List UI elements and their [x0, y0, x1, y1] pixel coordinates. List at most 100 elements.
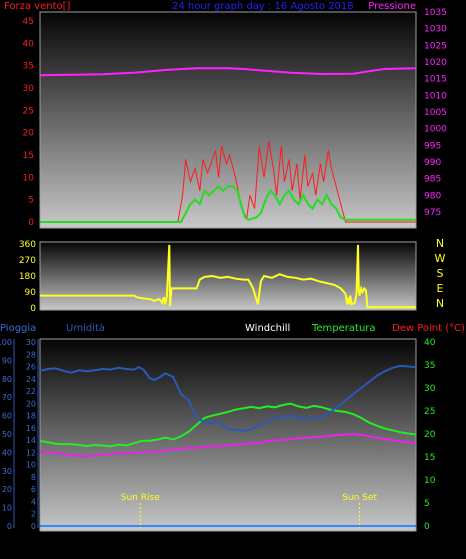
pressure-tick-label: 1000 [424, 125, 447, 135]
rain-tick-label: 40 [2, 448, 12, 457]
humidity-tick-label: 24 [26, 375, 36, 384]
x-tick-label: 14 [254, 541, 266, 551]
pressure-tick-label: 1010 [424, 91, 447, 101]
direction-tick-label: 0 [30, 304, 36, 314]
wind-tick-label: 0 [28, 218, 34, 228]
wind-tick-label: 10 [23, 173, 35, 183]
header-windchill: Windchill [245, 323, 290, 334]
temperature-tick-label: 15 [424, 453, 435, 463]
temperature-tick-label: 30 [424, 384, 436, 394]
wind-series-line [40, 141, 416, 223]
gust-series-line [40, 184, 416, 223]
rain-tick-label: 60 [2, 412, 12, 421]
humidity-tick-label: 18 [26, 412, 36, 421]
direction-tick-label: 360 [19, 240, 36, 250]
p1-x-tick-labels: 02 04 06 08 10 12 14 16 18 20 22 00 [66, 231, 422, 241]
x-tick-label: 10 [191, 231, 203, 241]
pressure-tick-label: 1035 [424, 8, 447, 18]
rain-tick-label: 0 [7, 522, 12, 531]
p3-x-tick-labels: 02 04 06 08 10 12 14 16 18 20 22 00 [66, 541, 422, 551]
x-tick-label: 02 [66, 231, 77, 241]
temperature-tick-labels: 40 35 30 25 20 15 10 5 0 [424, 338, 436, 532]
humidity-tick-label: 22 [26, 387, 36, 396]
rain-tick-label: 50 [2, 430, 12, 439]
right-axis-title: Pressione [368, 1, 416, 12]
rain-tick-label: 100 [0, 338, 12, 347]
x-tick-label: 16 [285, 541, 297, 551]
pressure-tick-label: 1005 [424, 108, 447, 118]
header-temperatura: Temperatura [311, 323, 376, 334]
humidity-series-line [39, 364, 417, 432]
humidity-tick-label: 26 [26, 363, 36, 372]
wind-direction-series-line [40, 244, 416, 309]
humidity-tick-label: 10 [26, 461, 36, 470]
x-tick-label: 12 [222, 231, 233, 241]
x-tick-label: 18 [316, 541, 328, 551]
x-tick-label: 18 [316, 231, 328, 241]
x-tick-label: 10 [191, 541, 203, 551]
humidity-tick-label: 8 [31, 473, 36, 482]
x-tick-label: 20 [348, 231, 360, 241]
sun-annotation-label: Sun Rise [121, 493, 160, 503]
temperature-tick-label: 40 [424, 338, 436, 348]
x-tick-label: 04 [97, 541, 109, 551]
humidity-tick-label: 14 [26, 436, 36, 445]
rain-tick-label: 80 [2, 375, 12, 384]
rain-tick-label: 90 [2, 356, 12, 365]
x-tick-label: 00 [410, 231, 422, 241]
sun-annotations: Sun Rise Sun Set [121, 493, 377, 528]
pressure-tick-label: 1020 [424, 58, 447, 68]
x-tick-label: 22 [379, 541, 390, 551]
direction-letter: N [436, 297, 444, 310]
header-umidita: Umidità [66, 322, 105, 334]
direction-letter: S [437, 267, 444, 280]
direction-tick-label: 180 [19, 272, 36, 282]
x-tick-label: 12 [222, 541, 233, 551]
humidity-tick-label: 28 [26, 350, 36, 359]
humidity-tick-label: 0 [31, 522, 36, 531]
rain-tick-labels: 1009080706050403020100 [0, 338, 12, 531]
pressure-tick-label: 990 [424, 158, 441, 168]
pressure-tick-label: 1025 [424, 41, 447, 51]
wind-tick-label: 5 [28, 196, 34, 206]
x-tick-label: 06 [128, 231, 140, 241]
x-tick-label: 00 [410, 541, 422, 551]
left-axis-title: Forza vento[] [4, 1, 71, 12]
sun-annotation-label: Sun Set [342, 493, 377, 503]
temperature-tick-label: 20 [424, 430, 436, 440]
direction-tick-label: 270 [19, 256, 36, 266]
header-pioggia: Pioggia [0, 323, 36, 334]
x-tick-label: 04 [97, 231, 109, 241]
wind-pressure-panel: Forza vento[] 24 hour graph day : 16 Ago… [4, 1, 447, 241]
wind-tick-label: 35 [23, 62, 34, 72]
temperature-tick-label: 5 [424, 499, 430, 509]
x-tick-label: 20 [348, 541, 360, 551]
dewpoint-series-line [39, 432, 417, 458]
humidity-tick-label: 16 [26, 424, 36, 433]
wind-tick-label: 20 [23, 129, 35, 139]
header-dew-point: Dew Point (°C) [392, 323, 465, 334]
x-tick-label: 08 [160, 541, 172, 551]
direction-letter: E [437, 282, 444, 295]
pressure-tick-label: 985 [424, 175, 441, 185]
temperature-tick-label: 0 [424, 522, 430, 532]
x-tick-label: 08 [160, 231, 172, 241]
temperature-humidity-panel: Pioggia Umidità Windchill Temperatura De… [0, 322, 465, 551]
x-tick-label: 14 [254, 231, 266, 241]
pressure-tick-label: 975 [424, 208, 441, 218]
x-tick-label: 02 [66, 541, 77, 551]
humidity-tick-label: 2 [31, 510, 36, 519]
rain-tick-label: 20 [2, 485, 12, 494]
pressure-tick-label: 980 [424, 191, 441, 201]
wind-left-tick-labels: 45 40 35 30 25 20 15 10 5 0 [23, 17, 35, 228]
pressure-right-tick-labels: 1035 1030 1025 1020 1015 1010 1005 1000 995 990 98… [424, 8, 447, 218]
wind-tick-label: 40 [23, 39, 35, 49]
humidity-tick-label: 30 [26, 338, 36, 347]
direction-letter: N [436, 237, 444, 250]
direction-degree-tick-labels: 360 270 180 90 0 [19, 240, 36, 314]
chart-title: 24 hour graph day : 16 Agosto 2018 [172, 1, 354, 12]
wind-tick-label: 30 [23, 84, 35, 94]
pressure-series-line [39, 67, 417, 77]
